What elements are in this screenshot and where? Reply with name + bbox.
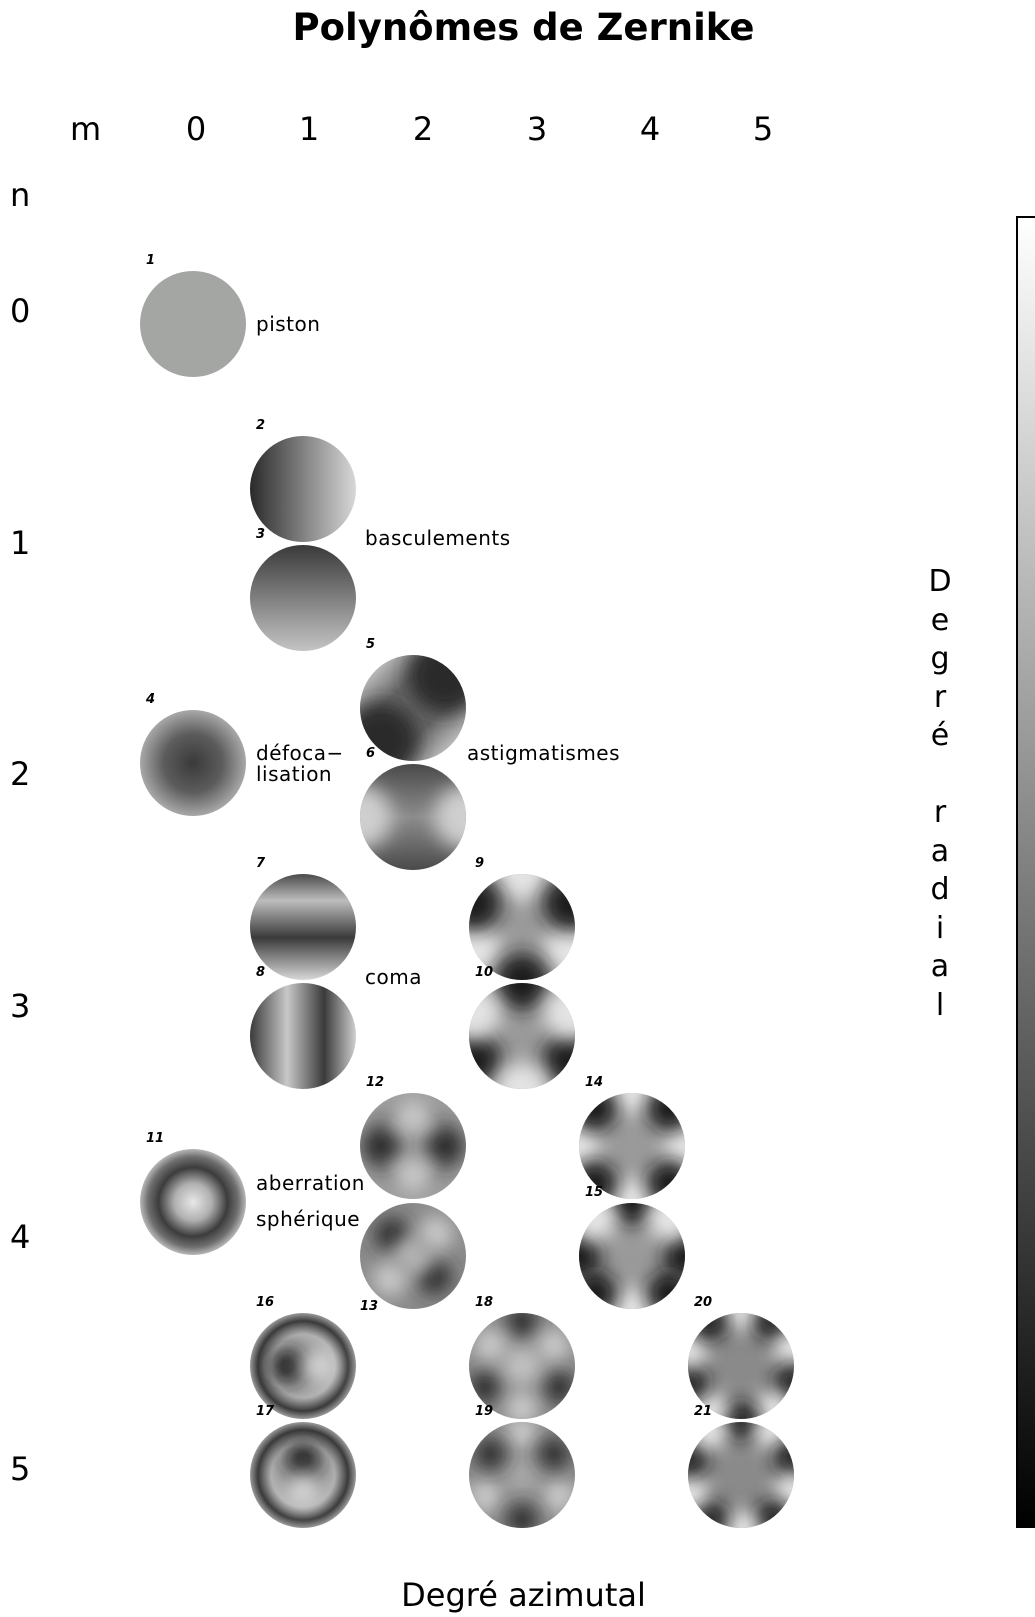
annotation-defocus-line2: lisation: [256, 762, 333, 786]
mode-index-label: 6: [366, 746, 376, 761]
n-axis-head: n: [10, 176, 31, 214]
zernike-disc: [579, 1093, 685, 1199]
column-label-m0: 0: [185, 110, 207, 148]
annotation-coma: coma: [365, 965, 422, 989]
annotation-spherical-line1: aberration: [256, 1171, 365, 1195]
zernike-disc: [250, 983, 356, 1089]
column-label-m5: 5: [752, 110, 774, 148]
mode-index-label: 21: [694, 1404, 713, 1419]
annotation-tilts: basculements: [365, 526, 511, 550]
annotation-piston: piston: [256, 312, 321, 336]
zernike-disc: [140, 710, 246, 816]
mode-index-label: 15: [585, 1185, 604, 1200]
mode-index-label: 18: [475, 1295, 494, 1310]
mode-index-label: 11: [146, 1131, 165, 1146]
column-label-m3: 3: [526, 110, 548, 148]
row-label-n5: 5: [10, 1450, 31, 1488]
zernike-disc: [250, 1313, 356, 1419]
annotation-defocus-line1: défoca−: [256, 741, 344, 765]
mode-index-label: 7: [256, 856, 266, 871]
mode-index-label: 1: [146, 253, 156, 268]
zernike-disc: [360, 764, 466, 870]
zernike-disc: [360, 1093, 466, 1199]
figure-title: Polynômes de Zernike: [292, 6, 755, 49]
row-label-n3: 3: [10, 987, 31, 1025]
zernike-disc: [469, 1313, 575, 1419]
mode-index-label: 10: [475, 965, 494, 980]
zernike-mode-20: [688, 1313, 794, 1419]
zernike-mode-14: [579, 1093, 685, 1199]
zernike-disc: [688, 1422, 794, 1528]
zernike-disc: [140, 1149, 246, 1255]
zernike-disc: [250, 436, 356, 542]
row-label-n4: 4: [10, 1218, 31, 1256]
zernike-mode-12: [360, 1093, 466, 1199]
row-label-n1: 1: [10, 524, 31, 562]
zernike-mode-10: [469, 983, 575, 1089]
mode-index-label: 20: [694, 1295, 713, 1310]
zernike-disc: [250, 545, 356, 651]
mode-index-label: 14: [585, 1075, 604, 1090]
zernike-mode-1: [140, 271, 246, 377]
mode-index-label: 5: [366, 637, 376, 652]
zernike-mode-17: [250, 1422, 356, 1528]
mode-index-label: 16: [256, 1295, 275, 1310]
annotation-astigmatism: astigmatismes: [467, 741, 621, 765]
mode-index-label: 17: [256, 1404, 275, 1419]
zernike-disc: [469, 874, 575, 980]
m-axis-head: m: [70, 110, 102, 148]
zernike-mode-18: [469, 1313, 575, 1419]
zernike-mode-3: [250, 545, 356, 651]
column-label-m1: 1: [298, 110, 320, 148]
zernike-mode-9: [469, 874, 575, 980]
mode-index-label: 12: [366, 1075, 385, 1090]
annotation-spherical-line2: sphérique: [256, 1207, 361, 1231]
zernike-mode-7: [250, 874, 356, 980]
mode-index-label: 9: [475, 856, 485, 871]
zernike-mode-21: [688, 1422, 794, 1528]
zernike-mode-15: [579, 1203, 685, 1309]
x-axis-label: Degré azimutal: [401, 1576, 646, 1614]
zernike-disc: [250, 874, 356, 980]
zernike-mode-2: [250, 436, 356, 542]
row-label-n0: 0: [10, 292, 31, 330]
row-label-n2: 2: [10, 755, 31, 793]
mode-index-label: 19: [475, 1404, 494, 1419]
zernike-disc: [579, 1203, 685, 1309]
zernike-disc: [360, 1203, 466, 1309]
zernike-mode-19: [469, 1422, 575, 1528]
zernike-mode-13: [360, 1203, 466, 1309]
mode-index-label: 4: [146, 692, 156, 707]
mode-index-label: 8: [256, 965, 266, 980]
zernike-disc: [140, 271, 246, 377]
mode-index-label: 13: [360, 1299, 379, 1314]
mode-index-label: 3: [256, 527, 266, 542]
colorbar: [1016, 216, 1035, 1528]
zernike-mode-11: [140, 1149, 246, 1255]
zernike-disc: [688, 1313, 794, 1419]
zernike-disc: [360, 655, 466, 761]
zernike-disc: [469, 983, 575, 1089]
zernike-mode-6: [360, 764, 466, 870]
zernike-mode-5: [360, 655, 466, 761]
column-label-m4: 4: [639, 110, 661, 148]
zernike-mode-16: [250, 1313, 356, 1419]
zernike-mode-4: [140, 710, 246, 816]
zernike-mode-8: [250, 983, 356, 1089]
column-label-m2: 2: [412, 110, 434, 148]
zernike-disc: [250, 1422, 356, 1528]
zernike-disc: [469, 1422, 575, 1528]
mode-index-label: 2: [256, 418, 266, 433]
